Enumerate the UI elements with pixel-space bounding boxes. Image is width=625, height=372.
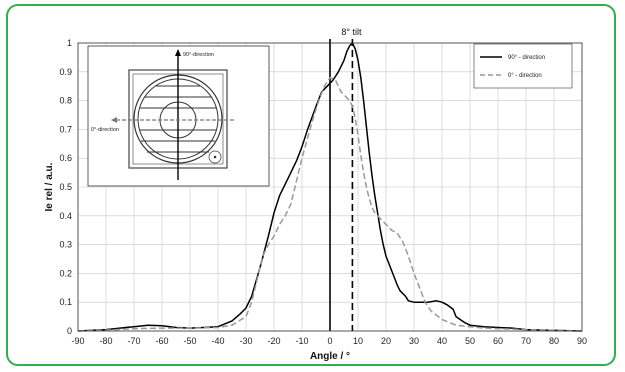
x-tick-label: -20 [267, 336, 280, 346]
inset-label-90: 90°-direction [183, 52, 214, 58]
x-tick-label: 90 [577, 336, 587, 346]
x-tick-label: 40 [437, 336, 447, 346]
x-tick-label: 20 [381, 336, 391, 346]
legend-label-90: 90° - direction [508, 55, 545, 61]
x-tick-label: 0 [327, 336, 332, 346]
x-tick-label: -30 [239, 336, 252, 346]
y-tick-label: 0 [67, 326, 72, 336]
x-tick-label: -80 [99, 336, 112, 346]
y-tick-label: 0.6 [59, 153, 72, 163]
series-line-0-direction [77, 76, 583, 332]
tilt-annotation: 8° tilt [341, 27, 362, 37]
reference-lines [329, 39, 354, 331]
y-tick-label: 0.7 [59, 124, 72, 134]
x-tick-label: 30 [409, 336, 419, 346]
inset-small-circle [208, 150, 222, 164]
y-tick-label: 0.2 [59, 268, 72, 278]
x-tick-label: 80 [549, 336, 559, 346]
inset-diagram: 90°-direction 0°-direction [87, 45, 270, 187]
x-tick-label: -60 [155, 336, 168, 346]
y-tick-label: 0.4 [59, 211, 72, 221]
x-tick-label: -50 [183, 336, 196, 346]
y-tick-label: 0.5 [59, 182, 72, 192]
series-lines [77, 42, 583, 332]
inset-horizontal-arrowhead [111, 117, 117, 123]
x-tick-label: -70 [127, 336, 140, 346]
legend-box [473, 43, 573, 89]
y-tick-label: 0.1 [59, 297, 72, 307]
legend: 90° - direction 0° - direction [473, 43, 573, 89]
y-tick-label: 1 [67, 38, 72, 48]
x-tick-label: 70 [521, 336, 531, 346]
inset-small-dot [213, 155, 217, 159]
x-tick-labels: -90 -80 -70 -60 -50 -40 -30 -20 -10 0 10 20 30 40 50 60… [71, 336, 587, 346]
series-line-90-direction [77, 42, 583, 332]
plot-area-border [77, 42, 583, 332]
x-axis-label: Angle / ° [310, 351, 350, 362]
y-tick-label: 0.3 [59, 240, 72, 250]
legend-label-0: 0° - direction [508, 73, 542, 79]
y-tick-label: 0.8 [59, 96, 72, 106]
inset-vertical-arrowhead [175, 49, 181, 56]
x-tick-label: 60 [493, 336, 503, 346]
x-tick-label: -10 [295, 336, 308, 346]
x-tick-label: -40 [211, 336, 224, 346]
inset-label-0: 0°-direction [91, 127, 119, 133]
y-tick-labels: 0 0.1 0.2 0.3 0.4 0.5 0.6 0.7 0.8 0.9 1 [59, 38, 72, 336]
x-tick-label: -90 [71, 336, 84, 346]
x-tick-label: 10 [353, 336, 363, 346]
y-axis-label: Ie rel / a.u. [44, 162, 55, 211]
x-tick-label: 50 [465, 336, 475, 346]
y-tick-label: 0.9 [59, 67, 72, 77]
